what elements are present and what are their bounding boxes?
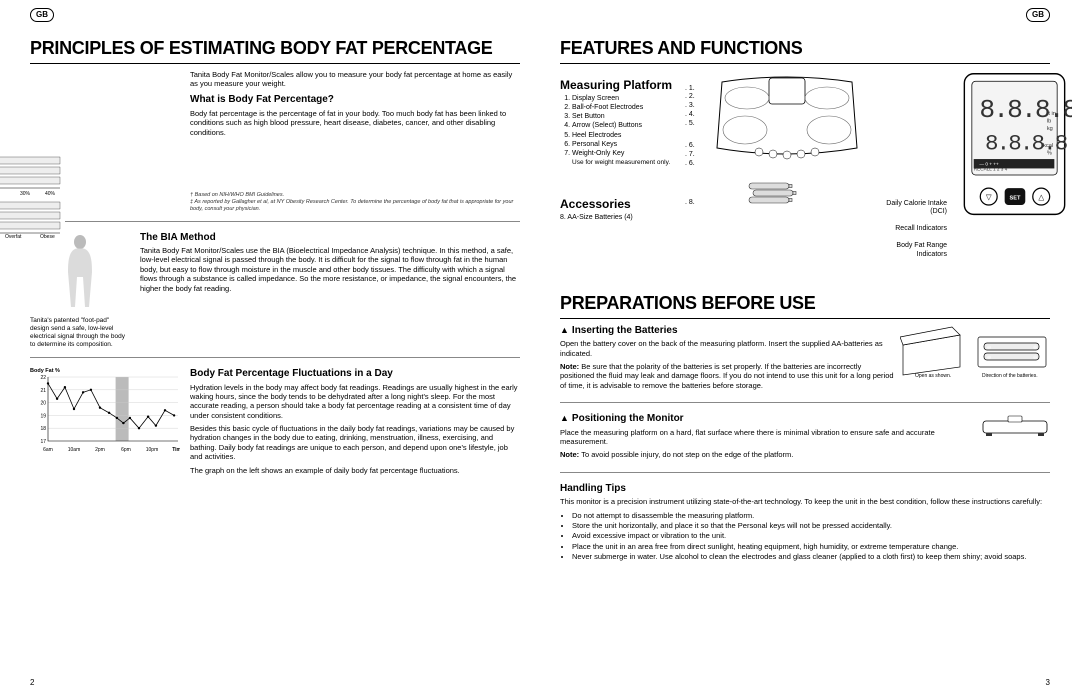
handling-section: Handling Tips This monitor is a precisio… (560, 483, 1050, 571)
svg-text:10am: 10am (68, 447, 81, 453)
batteries-icon (747, 180, 802, 205)
measuring-platform-heading: Measuring Platform (560, 78, 675, 93)
page-number-left: 2 (30, 678, 34, 688)
svg-text:⊕: ⊕ (1033, 345, 1037, 351)
battery-diagram: Open as shown. ⊖ ⊕ ⊕ ⊖ Direction of the ba… (900, 325, 1050, 382)
features-heading: FEATURES AND FUNCTIONS (560, 37, 1050, 64)
svg-text:⊖: ⊖ (987, 345, 991, 351)
scale-side-icon (980, 413, 1050, 441)
svg-text:ft in: ft in (1047, 111, 1056, 117)
platform-list-item: Ball-of-Foot Electrodes (572, 104, 675, 113)
svg-text:22: 22 (40, 375, 46, 381)
svg-text:⊕: ⊕ (987, 355, 991, 361)
display-diagram: 8.8.8.8.8 8.8.8.8 ft in lb kg kcal % REC… (957, 70, 1072, 268)
svg-text:⊖: ⊖ (1033, 355, 1037, 361)
gb-badge-right: GB (1026, 8, 1050, 22)
svg-text:21: 21 (40, 388, 46, 394)
platform-diagram (707, 70, 872, 268)
svg-text:%: % (1047, 150, 1052, 156)
positioning-h: Positioning the Monitor (560, 413, 1050, 426)
fluct-p2: Besides this basic cycle of fluctuations… (190, 424, 520, 462)
svg-text:2pm: 2pm (95, 447, 105, 453)
right-page: FEATURES AND FUNCTIONS Measuring Platfor… (560, 25, 1050, 673)
bia-section: Tanita's patented "foot-pad" design send… (30, 232, 520, 359)
platform-list-item: Set Button (572, 113, 675, 122)
svg-text:6am: 6am (43, 447, 53, 453)
svg-text:8.8.8.8: 8.8.8.8 (985, 130, 1068, 156)
platform-list-item: Weight-Only Key (572, 150, 675, 159)
what-is-heading: What is Body Fat Percentage? (190, 94, 520, 107)
fluct-p1: Hydration levels in the body may affect … (190, 383, 520, 421)
fluctuations-section: Body Fat % 2221201918176am10am2pm6pm10pm… (30, 368, 520, 487)
handling-list-item: Never submerge in water. Use alcohol to … (572, 552, 1050, 561)
page-number-right: 3 (1046, 678, 1050, 688)
svg-text:Overfat: Overfat (5, 234, 22, 238)
svg-text:kg: kg (1047, 126, 1053, 132)
svg-text:Open as shown.: Open as shown. (915, 373, 951, 379)
fluct-p3: The graph on the left shows an example o… (190, 466, 520, 475)
svg-text:lb: lb (1047, 118, 1051, 124)
fluctuations-heading: Body Fat Percentage Fluctuations in a Da… (190, 368, 520, 381)
batteries-section: Open as shown. ⊖ ⊕ ⊕ ⊖ Direction of the ba… (560, 325, 1050, 403)
svg-text:19: 19 (40, 413, 46, 419)
handling-list-item: Do not attempt to disassemble the measur… (572, 511, 1050, 520)
intro-text: Tanita Body Fat Monitor/Scales allow you… (30, 70, 520, 89)
handling-list-item: Place the unit in an area free from dire… (572, 542, 1050, 551)
bia-side-box: Tanita's patented "foot-pad" design send… (30, 232, 130, 350)
bia-body: Tanita Body Fat Monitor/Scales use the B… (140, 246, 520, 293)
svg-text:8.8.8.8.8: 8.8.8.8.8 (979, 94, 1072, 124)
accessories-heading: Accessories (560, 197, 675, 212)
what-is-body: Body fat percentage is the percentage of… (190, 109, 520, 137)
platform-list-item: Display Screen (572, 95, 675, 104)
platform-list: Display ScreenBall-of-Foot ElectrodesSet… (560, 95, 675, 159)
line-chart-svg: 22 21 20 19 18 17 6am 10am 2pm 6pm 10pm Time (30, 375, 180, 453)
svg-text:6pm: 6pm (121, 447, 131, 453)
platform-list-item: Personal Keys (572, 141, 675, 150)
body-silhouette-icon (60, 232, 100, 317)
positioning-p: Place the measuring platform on a hard, … (560, 428, 1050, 447)
handling-list-item: Avoid excessive impact or vibration to t… (572, 531, 1050, 540)
preparations-heading: PREPARATIONS BEFORE USE (560, 292, 1050, 319)
gb-badge-left: GB (30, 8, 54, 22)
svg-text:— 0 + ++: — 0 + ++ (979, 161, 999, 166)
handling-h: Handling Tips (560, 483, 1050, 496)
platform-list-item: Heel Electrodes (572, 132, 675, 141)
accessories-item: 8. AA-Size Batteries (4) (560, 214, 675, 223)
svg-text:17: 17 (40, 439, 46, 445)
bia-heading: The BIA Method (140, 232, 520, 245)
svg-text:Direction of the batteries.: Direction of the batteries. (982, 373, 1038, 379)
positioning-note: To avoid possible injury, do not step on… (560, 450, 1050, 459)
handling-list: Do not attempt to disassemble the measur… (560, 511, 1050, 562)
ranges-bars: Female 20—39 Age 40—59 60—79 0%10%20%30%… (0, 153, 65, 238)
svg-text:10pm: 10pm (146, 447, 159, 453)
principles-heading: PRINCIPLES OF ESTIMATING BODY FAT PERCEN… (30, 37, 520, 64)
display-labels-left: Daily Calorie Intake (DCI) Recall Indica… (882, 70, 947, 268)
features-row: Measuring Platform Display ScreenBall-of… (560, 70, 1050, 268)
what-is-section: What is Body Fat Percentage? Body fat pe… (30, 94, 520, 221)
svg-text:18: 18 (40, 426, 46, 432)
left-page: PRINCIPLES OF ESTIMATING BODY FAT PERCEN… (30, 25, 520, 673)
positioning-section: Positioning the Monitor Place the measur… (560, 413, 1050, 473)
svg-text:SET: SET (1010, 195, 1021, 201)
svg-text:40%: 40% (45, 191, 56, 197)
body-fat-ranges-chart: Body Fat Ranges for Standard Adults†,‡ F… (0, 142, 25, 240)
svg-text:30%: 30% (20, 191, 31, 197)
mp-note: Use for weight measurement only. (560, 159, 675, 167)
svg-text:20: 20 (40, 400, 46, 406)
platform-callouts: 1.2.3.4.5. 6.7.6. 8. (685, 70, 697, 268)
handling-p: This monitor is a precision instrument u… (560, 497, 1050, 506)
ranges-footnotes: † Based on NIH/WHO BMI Guidelines. ‡ As … (190, 192, 520, 213)
fluctuation-chart: Body Fat % 2221201918176am10am2pm6pm10pm… (30, 368, 180, 457)
svg-text:kcal: kcal (1043, 142, 1053, 148)
svg-text:Time: Time (172, 447, 180, 453)
svg-text:Obese: Obese (40, 234, 55, 238)
platform-list-item: Arrow (Select) Buttons (572, 122, 675, 131)
handling-list-item: Store the unit horizontally, and place i… (572, 521, 1050, 530)
